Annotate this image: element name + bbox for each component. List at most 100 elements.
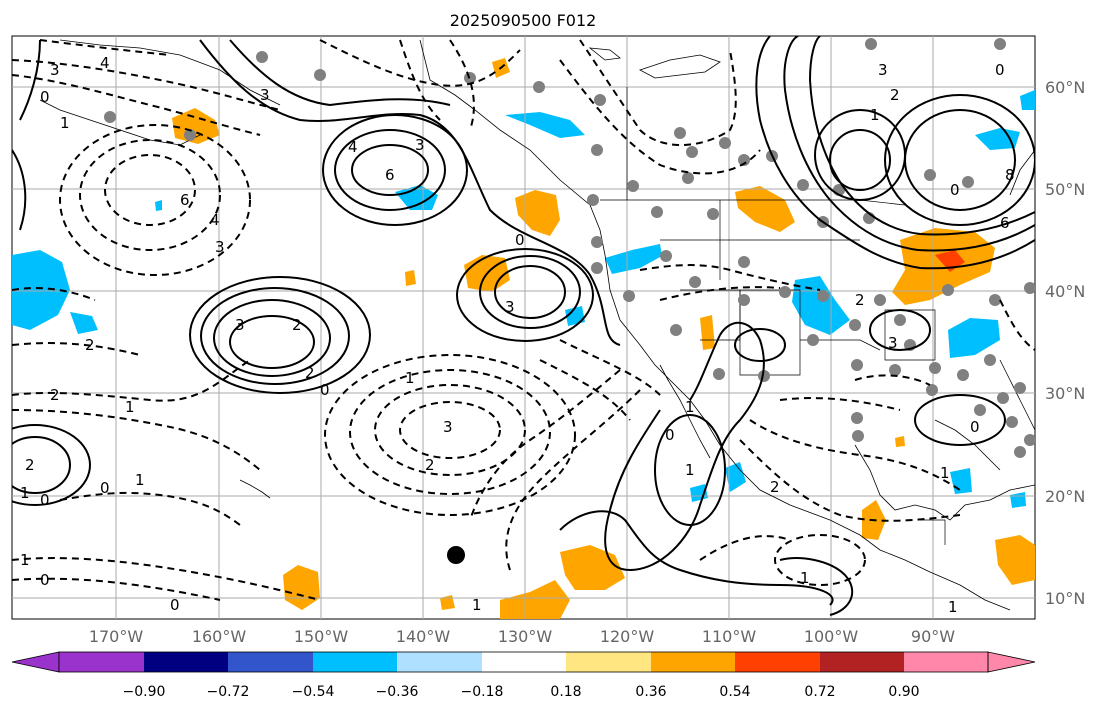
negative-anomaly-region	[70, 312, 98, 334]
contour-label: 1	[405, 369, 415, 387]
contour-labels: 3 4 0 1 6 4 3 3 6 4 3 0 3 2 3 2 0 1 2 2 …	[20, 54, 1015, 616]
contour-label: 4	[100, 54, 110, 72]
contour-label: 1	[472, 596, 482, 614]
contour-label: 6	[180, 191, 190, 209]
colorbar-segment	[59, 652, 144, 672]
contour-label: 1	[800, 569, 810, 587]
contour-label: 3	[215, 238, 225, 256]
contour-label: 1	[60, 114, 70, 132]
positive-anomaly-region	[515, 190, 560, 236]
lon-label: 150°W	[294, 627, 349, 646]
contour-label: 2	[770, 478, 780, 496]
contour-label: 0	[170, 596, 180, 614]
contour-label: 0	[40, 491, 50, 509]
colorbar-segment	[735, 652, 820, 672]
colorbar-segment	[228, 652, 313, 672]
contour-label: 1	[685, 461, 695, 479]
colorbar: −0.90 −0.72 −0.54 −0.36 −0.18 0.18 0.36 …	[11, 651, 1036, 700]
contour-label: 6	[1000, 214, 1010, 232]
lon-label: 110°W	[702, 627, 757, 646]
lat-label: 60°N	[1045, 78, 1085, 97]
positive-anomaly-region	[440, 595, 455, 610]
colorbar-segment	[566, 652, 651, 672]
positive-anomaly-region	[283, 565, 320, 610]
positive-anomaly-region	[500, 580, 570, 619]
lon-label: 100°W	[804, 627, 859, 646]
contour-label: 1	[948, 598, 958, 616]
latitude-labels: 60°N 50°N 40°N 30°N 20°N 10°N	[1045, 78, 1085, 608]
dashed-contours	[12, 39, 1035, 601]
lat-label: 50°N	[1045, 180, 1085, 199]
lon-label: 160°W	[192, 627, 247, 646]
lon-label: 90°W	[911, 627, 955, 646]
lat-label: 10°N	[1045, 589, 1085, 608]
coastlines	[39, 39, 1035, 611]
contour-label: 2	[25, 456, 35, 474]
contour-label: 3	[260, 86, 270, 104]
contour-label: 1	[685, 398, 695, 416]
lat-label: 40°N	[1045, 282, 1085, 301]
contour-label: 0	[665, 426, 675, 444]
colorbar-tick-label: 0.72	[804, 684, 835, 700]
negative-anomaly-region	[12, 250, 70, 330]
contour-label: 4	[210, 211, 220, 229]
contour-label: 1	[870, 106, 880, 124]
contour-label: 2	[305, 364, 315, 382]
colorbar-tick-label: −0.72	[207, 684, 250, 700]
contour-label: 2	[425, 456, 435, 474]
contour-label: 1	[20, 551, 30, 569]
marker	[447, 546, 465, 564]
lon-label: 140°W	[396, 627, 451, 646]
colorbar-tick-label: 0.18	[550, 684, 581, 700]
contour-label: 0	[40, 571, 50, 589]
contour-label: 1	[20, 484, 30, 502]
negative-anomaly-region	[725, 462, 746, 492]
negative-anomaly-region	[605, 244, 662, 274]
negative-anomaly-region	[1020, 90, 1035, 110]
contour-label: 3	[415, 136, 425, 154]
colorbar-segment	[482, 652, 566, 672]
lat-label: 20°N	[1045, 487, 1085, 506]
contour-label: 2	[855, 291, 865, 309]
contour-label: 3	[888, 334, 898, 352]
contour-label: 2	[890, 86, 900, 104]
colorbar-segment	[820, 652, 904, 672]
colorbar-outline	[58, 651, 989, 673]
lon-label: 120°W	[600, 627, 655, 646]
lat-label: 30°N	[1045, 384, 1085, 403]
positive-anomaly-region	[895, 436, 905, 447]
colorbar-tick-label: −0.18	[461, 684, 504, 700]
colorbar-tick-label: 0.36	[635, 684, 666, 700]
positive-anomaly-region	[700, 315, 715, 350]
contour-label: 0	[995, 61, 1005, 79]
negative-anomaly-region	[975, 128, 1020, 150]
colorbar-segment	[904, 652, 988, 672]
contour-label: 0	[515, 231, 525, 249]
negative-anomaly-region	[395, 185, 438, 210]
lon-label: 170°W	[89, 627, 144, 646]
colorbar-tick-label: 0.54	[719, 684, 750, 700]
longitude-labels: 170°W 160°W 150°W 140°W 130°W 120°W 110°…	[89, 627, 955, 646]
colorbar-tick-label: −0.90	[123, 684, 166, 700]
positive-anomaly-region	[735, 186, 795, 232]
colorbar-segment	[397, 652, 482, 672]
contour-label: 2	[292, 316, 302, 334]
colorbar-low-extension	[11, 651, 60, 673]
colorbar-tick-label: 0.90	[888, 684, 919, 700]
positive-anomaly-region	[405, 270, 416, 286]
contour-label: 1	[135, 471, 145, 489]
figure-title: 2025090500 F012	[450, 11, 597, 30]
contour-label: 0	[950, 181, 960, 199]
colorbar-segment	[313, 652, 397, 672]
colorbar-segment	[651, 652, 735, 672]
contour-label: 6	[385, 166, 395, 184]
negative-anomaly-region	[155, 200, 162, 211]
contour-label: 0	[970, 418, 980, 436]
contour-label: 2	[50, 386, 60, 404]
contour-label: 3	[443, 418, 453, 436]
contour-label: 1	[940, 464, 950, 482]
contour-label: 0	[40, 88, 50, 106]
colorbar-high-extension	[987, 651, 1036, 673]
positive-anomaly-region	[995, 535, 1035, 585]
contour-label: 4	[348, 138, 358, 156]
